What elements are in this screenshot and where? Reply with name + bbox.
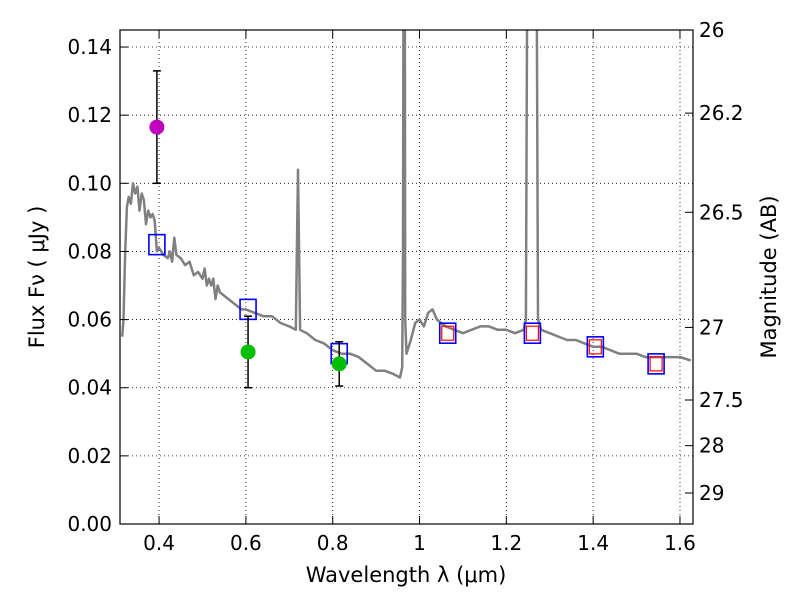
right-tick-label: 26.5 [699,200,744,224]
right-tick-label: 27 [699,315,724,339]
observed-point-magenta [149,119,165,135]
y-tick-label: 0.14 [67,35,112,59]
nir-photometry-square [649,356,663,372]
right-tick-label: 26.2 [699,101,744,125]
nir-photometry-square [588,339,602,355]
right-tick-label: 29 [699,481,724,505]
x-tick-label: 0.4 [143,531,175,555]
x-tick-label: 1.4 [577,531,609,555]
data-layer [120,30,692,379]
ticks: 0.4 0.6 0.8 1 1.2 1.4 1.6 0.00 0.02 0.04 0.06 0.08 0… [67,18,743,555]
plot-background [120,30,693,524]
nir-photometry-square [525,325,539,341]
x-tick-label: 1 [413,531,426,555]
model-photometry-square [523,322,542,345]
sed-model-line [120,30,692,379]
right-tick-label: 28 [699,434,724,458]
y-tick-label: 0.08 [67,239,112,263]
y-tick-label: 0.12 [67,103,112,127]
y-axis-right-label: Magnitude (AB) [757,195,781,358]
y-tick-label: 0.10 [67,171,112,195]
model-photometry-square [647,353,665,375]
y-axis-label: Flux Fν ( μJy ) [25,206,49,349]
marker-layer [148,70,665,389]
model-photometry-square [148,233,166,256]
x-tick-label: 0.8 [317,531,349,555]
right-tick-label: 26 [699,18,724,42]
nir-photometry-square [441,325,455,341]
y-tick-label: 0.04 [67,376,112,400]
observed-point-green [331,356,347,372]
x-tick-label: 1.2 [490,531,522,555]
y-tick-label: 0.00 [67,512,112,536]
observed-point-green [240,344,256,360]
y-tick-label: 0.02 [67,444,112,468]
x-tick-label: 1.6 [664,531,696,555]
model-photometry-square [586,336,605,358]
y-tick-label: 0.06 [67,308,112,332]
model-photometry-square [438,322,457,345]
x-axis-label: Wavelength λ (μm) [306,563,507,587]
x-tick-label: 0.6 [230,531,262,555]
plot-frame [119,29,694,525]
right-tick-label: 27.5 [699,388,744,412]
